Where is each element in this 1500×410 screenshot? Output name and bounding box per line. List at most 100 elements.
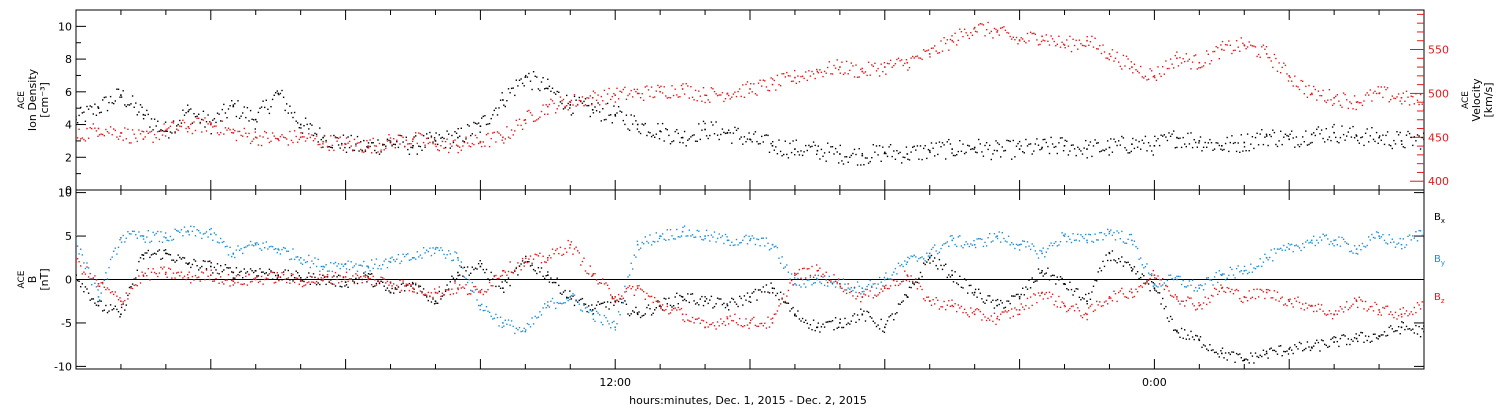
b-series-bx-sample (1324, 343, 1326, 346)
density-series-sample (798, 154, 801, 156)
b-series-by-sample (334, 261, 337, 264)
b-series-bx-point (1131, 270, 1133, 272)
b-series-bz-sample (668, 313, 670, 315)
b-series-bz-point (614, 296, 616, 298)
b-series-bx-point (1491, 335, 1493, 337)
velocity-series-sample (877, 67, 879, 70)
b-series-by-sample (1320, 239, 1323, 241)
b-series-by-sample (901, 263, 903, 266)
density-series-sample (185, 112, 187, 114)
velocity-series-sample (819, 69, 821, 71)
b-series-by-sample (256, 242, 258, 244)
b-series-bz-sample (396, 284, 398, 287)
velocity-series-sample (253, 138, 255, 140)
b-series-bx-sample (993, 307, 996, 309)
velocity-series-sample (183, 121, 186, 124)
b-series-bx-sample (971, 292, 974, 294)
b-series-by-sample (808, 279, 810, 281)
b-series-by-sample (948, 245, 950, 247)
b-series-by-sample (921, 256, 923, 258)
velocity-series-sample (834, 67, 837, 69)
velocity-series-sample (273, 135, 275, 137)
b-series-bz-sample (227, 274, 230, 276)
b-series-bz-sample (759, 322, 761, 325)
density-series-point (1108, 146, 1111, 149)
b-series-bx-sample (1083, 298, 1085, 300)
b-series-bx-sample (323, 276, 326, 278)
velocity-series-sample (510, 129, 513, 131)
b-series-by-sample (658, 237, 661, 240)
velocity-series-sample (1320, 95, 1323, 97)
b-series-by-sample (440, 247, 442, 249)
b-series-bx-sample (304, 278, 307, 280)
b-series-bz-sample (790, 279, 793, 282)
b-series-bx-sample (896, 312, 898, 314)
density-series-sample (649, 132, 651, 134)
velocity-series-sample (1264, 48, 1266, 50)
b-series-bz-sample (952, 305, 955, 308)
velocity-series-sample (309, 136, 311, 139)
density-series-sample (941, 142, 944, 144)
b-series-bz-sample (1012, 315, 1014, 317)
b-series-bz-sample (625, 287, 628, 290)
b-series-bz-sample (709, 323, 711, 326)
density-series-sample (1251, 136, 1254, 138)
velocity-series-point (1423, 101, 1424, 103)
b-series-by-sample (762, 237, 764, 239)
velocity-series-point (1288, 75, 1290, 77)
b-series-bz-sample (611, 298, 613, 300)
b-series-bx-sample (322, 274, 324, 276)
density-series-point (322, 136, 324, 139)
b-series-bx-sample (1481, 335, 1482, 336)
b-series-by-sample (1372, 236, 1375, 239)
b-series-bx-sample (1456, 334, 1457, 335)
velocity-series-sample (1218, 58, 1220, 60)
b-series-bz-sample (699, 322, 701, 324)
b-series-by-sample (1092, 241, 1095, 243)
b-series-by-sample (805, 286, 807, 288)
b-series-bz-sample (1267, 289, 1269, 291)
b-series-by-point (232, 252, 235, 255)
b-series-bz-sample (907, 275, 909, 278)
b-series-by-sample (713, 231, 716, 233)
density-series-sample (1393, 139, 1395, 142)
b-series-bz-sample (545, 261, 547, 264)
density-series-sample (838, 162, 840, 164)
velocity-series-sample (638, 92, 640, 95)
b-series-bz-sample (636, 285, 639, 287)
b-series-bx-sample (960, 286, 963, 288)
velocity-series-sample (319, 143, 321, 146)
density-series-sample (1037, 144, 1040, 146)
b-series-bz-sample (336, 278, 338, 281)
density-series-point (996, 149, 998, 152)
velocity-series-sample (1220, 44, 1222, 46)
density-series-sample (459, 135, 461, 137)
b-series-bz-sample (474, 285, 477, 288)
b-series-bx-sample (927, 259, 930, 261)
b-series-by-sample (94, 282, 96, 284)
b-series-by-sample (935, 250, 937, 252)
b-series-bx-sample (1121, 256, 1123, 258)
b-series-by-sample (566, 297, 568, 300)
velocity-series-sample (1034, 33, 1036, 35)
b-series-by-sample (1246, 272, 1249, 275)
velocity-series-sample (750, 83, 752, 85)
density-series-sample (113, 102, 115, 105)
b-series-by-sample (421, 257, 423, 259)
b-series-bx-sample (1346, 343, 1348, 346)
b-series-by-sample (628, 274, 631, 276)
b-series-bz-sample (863, 293, 865, 295)
b-series-bx-sample (893, 319, 895, 321)
b-series-by-sample (830, 281, 832, 284)
b-series-bx-sample (1188, 338, 1191, 340)
b-series-by-sample (688, 229, 690, 231)
density-tick-label: 6 (65, 86, 72, 99)
velocity-series-sample (825, 72, 827, 74)
velocity-series-point (457, 145, 459, 147)
b-series-by-sample (705, 229, 708, 232)
b-series-by-sample (276, 251, 278, 254)
velocity-series-sample (1248, 41, 1250, 43)
velocity-series-sample (772, 78, 774, 80)
density-series-sample (597, 102, 599, 104)
density-series-sample (822, 155, 824, 157)
